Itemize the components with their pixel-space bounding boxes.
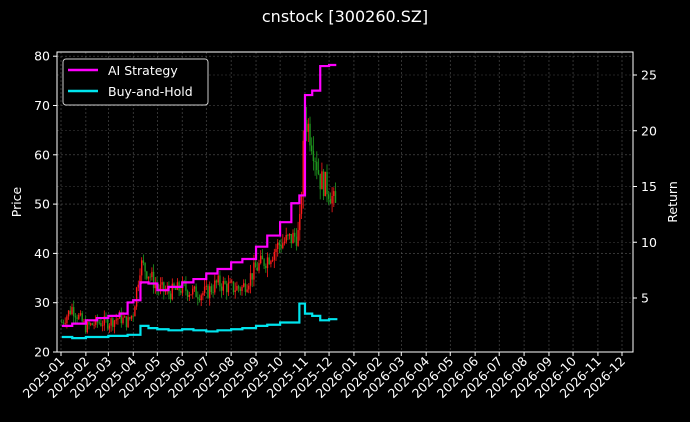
price-candles — [61, 106, 337, 334]
buy-and-hold-line — [61, 302, 338, 340]
legend-box — [62, 58, 209, 106]
price-axis: 20 30 40 50 60 70 80 — [34, 49, 57, 360]
price-tick-label: 30 — [34, 295, 50, 310]
return-axis-label: Return — [665, 181, 680, 222]
price-tick-label: 50 — [34, 197, 50, 212]
return-tick-label: 20 — [641, 123, 657, 138]
legend-label-buy-and-hold: Buy-and-Hold — [108, 84, 193, 99]
return-tick-label: 5 — [641, 291, 649, 306]
legend-label-ai-strategy: AI Strategy — [108, 63, 178, 78]
chart-title: cnstock [300260.SZ] — [261, 7, 429, 26]
price-tick-label: 70 — [34, 98, 50, 113]
return-axis: 5 10 15 20 25 — [633, 68, 657, 306]
series-lines — [61, 63, 338, 340]
price-tick-label: 60 — [34, 147, 50, 162]
price-tick-label: 40 — [34, 246, 50, 261]
return-tick-label: 15 — [641, 179, 657, 194]
ai-strategy-line — [61, 63, 337, 327]
price-tick-label: 20 — [34, 345, 50, 360]
price-tick-label: 80 — [34, 49, 50, 64]
plot-frame — [56, 51, 634, 353]
return-tick-label: 10 — [641, 235, 657, 250]
return-tick-label: 25 — [641, 68, 657, 83]
date-axis: 2025-012025-022025-032025-042025-052025-… — [20, 352, 628, 401]
legend: AI Strategy Buy-and-Hold — [62, 58, 209, 106]
price-axis-label: Price — [9, 186, 24, 217]
